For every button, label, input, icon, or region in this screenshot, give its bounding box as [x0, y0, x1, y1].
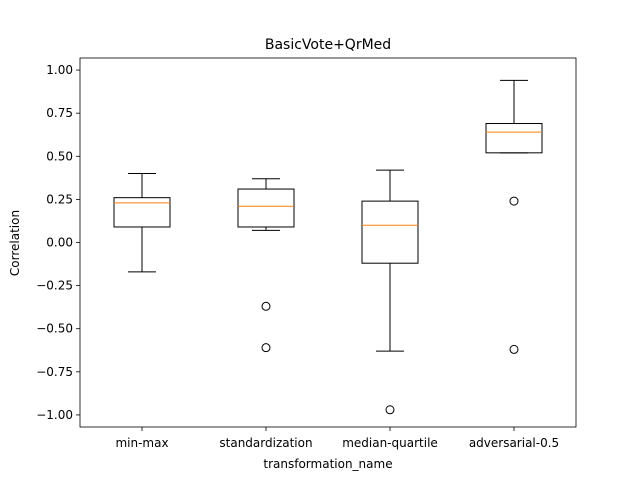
outlier-point [509, 196, 519, 206]
outlier-point [509, 344, 519, 354]
axes-frame [79, 57, 577, 428]
x-axis-label: transformation_name [263, 457, 392, 471]
y-tick-label: 0.25 [46, 192, 73, 206]
x-tick-label: adversarial-0.5 [469, 436, 559, 450]
box-iqr [361, 200, 419, 264]
x-tick-label: min-max [115, 436, 168, 450]
plot-area: 1.00 0.75 0.50 0.25 0.00 −0.25 −0.50 −0.75 −1.00… [36, 57, 577, 450]
y-tick-label: 1.00 [46, 63, 73, 77]
y-tick-label: −0.25 [36, 279, 73, 293]
outlier-point [385, 405, 395, 415]
box-iqr [485, 123, 543, 154]
box-iqr [237, 188, 295, 228]
y-tick-label: 0.00 [46, 236, 73, 250]
x-tick-label: standardization [219, 436, 312, 450]
y-axis-label: Correlation [8, 210, 22, 276]
x-tick-label: median-quartile [342, 436, 438, 450]
outlier-point [261, 343, 271, 353]
chart-title: BasicVote+QrMed [265, 37, 391, 53]
outlier-point [261, 301, 271, 311]
y-tick-label: −1.00 [36, 408, 73, 422]
y-tick-label: 0.50 [46, 149, 73, 163]
y-tick-label: 0.75 [46, 106, 73, 120]
y-tick-label: −0.75 [36, 365, 73, 379]
y-tick-label: −0.50 [36, 322, 73, 336]
box-iqr [113, 197, 171, 228]
